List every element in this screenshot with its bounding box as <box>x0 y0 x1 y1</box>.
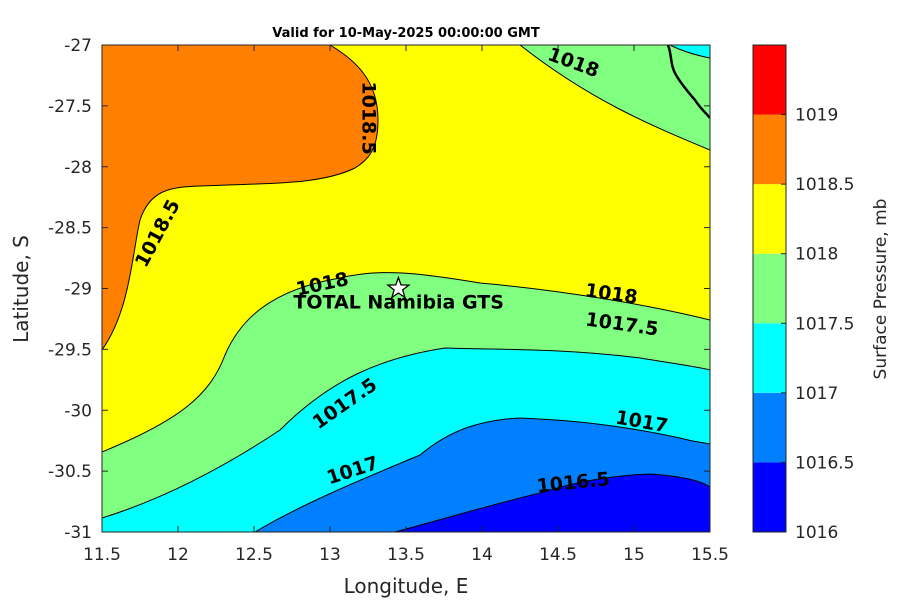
band-1017-5-ne <box>519 45 710 151</box>
x-tick-label: 14.5 <box>539 545 577 565</box>
y-axis: -27 -27.5 -28 -28.5 -29 -29.5 -30 -30.5 -31 <box>48 36 710 543</box>
x-tick-label: 12 <box>167 545 189 565</box>
band-1017-ne <box>669 45 710 59</box>
x-axis: 11.5 12 12.5 13 13.5 14 14.5 15 15.5 <box>83 45 729 565</box>
contour-label: 1018.5 <box>358 81 380 154</box>
site-star-icon <box>386 275 411 299</box>
colorbar-segment <box>753 45 786 115</box>
band-1018-5 <box>102 45 379 351</box>
colorbar-tick-label: 1018.5 <box>795 175 854 195</box>
colorbar-label: Surface Pressure, mb <box>871 199 891 380</box>
y-tick-label: -27.5 <box>48 97 92 117</box>
colorbar-tick-label: 1018 <box>795 245 838 265</box>
chart-title: Valid for 10-May-2025 00:00:00 GMT <box>272 26 540 41</box>
colorbar-segment <box>753 253 786 324</box>
y-tick-label: -29 <box>64 280 92 300</box>
colorbar-tick-label: 1016.5 <box>795 453 854 473</box>
colorbar-tick-label: 1017 <box>795 384 838 404</box>
x-tick-label: 15 <box>623 545 645 565</box>
colorbar-segment <box>753 323 786 393</box>
y-tick-label: -28.5 <box>48 219 92 239</box>
y-tick-label: -27 <box>64 36 92 56</box>
colorbar-segment <box>753 114 786 185</box>
y-tick-label: -29.5 <box>48 340 92 360</box>
x-tick-label: 12.5 <box>235 545 273 565</box>
y-axis-label: Latitude, S <box>9 235 33 343</box>
y-tick-label: -31 <box>64 523 92 543</box>
colorbar-tick-label: 1019 <box>795 106 838 126</box>
site-marker: TOTAL Namibia GTS <box>293 275 504 314</box>
colorbar-tick-label: 1016 <box>795 523 838 543</box>
x-tick-label: 13.5 <box>387 545 425 565</box>
y-tick-label: -30.5 <box>48 462 92 482</box>
colorbar-segment <box>753 184 786 254</box>
colorbar: 1016 1016.5 1017 1017.5 1018 1018.5 1019 <box>752 44 854 543</box>
x-tick-label: 11.5 <box>83 545 121 565</box>
coastline <box>666 45 710 119</box>
colorbar-segment <box>753 392 786 463</box>
colorbar-frame <box>752 44 787 533</box>
x-tick-label: 13 <box>319 545 341 565</box>
x-tick-label: 15.5 <box>691 545 729 565</box>
x-tick-label: 14 <box>471 545 493 565</box>
site-label: TOTAL Namibia GTS <box>293 292 504 314</box>
y-tick-label: -28 <box>64 158 92 178</box>
colorbar-tick-label: 1017.5 <box>795 314 854 334</box>
x-axis-label: Longitude, E <box>344 574 469 598</box>
colorbar-segment <box>753 462 786 532</box>
band-1016 <box>394 473 710 532</box>
y-tick-label: -30 <box>64 401 92 421</box>
